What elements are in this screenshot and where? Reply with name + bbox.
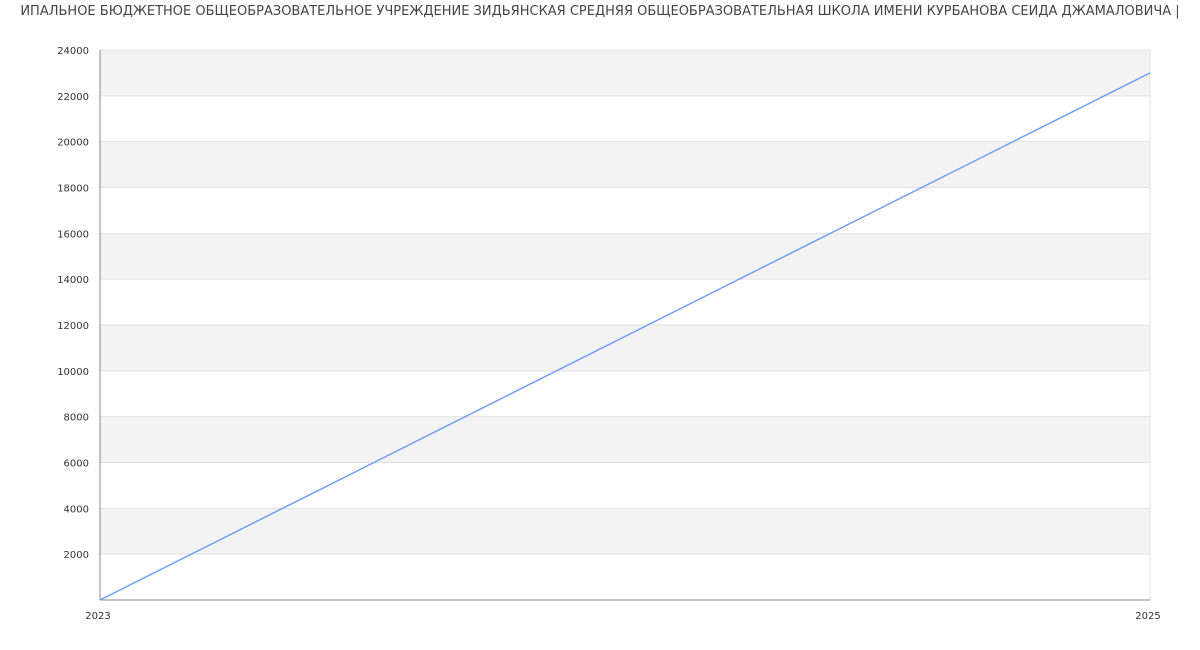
grid-band (100, 325, 1150, 371)
y-tick-label: 24000 (57, 46, 89, 57)
y-tick-label: 22000 (57, 92, 89, 103)
grid-band (100, 416, 1150, 463)
y-tick-label: 10000 (57, 367, 89, 378)
y-tick-label: 18000 (57, 184, 89, 195)
y-tick-label: 6000 (64, 459, 89, 470)
chart-title: ИПАЛЬНОЕ БЮДЖЕТНОЕ ОБЩЕОБРАЗОВАТЕЛЬНОЕ У… (20, 4, 1180, 19)
y-tick-label: 4000 (64, 504, 89, 515)
x-tick-label: 2023 (85, 611, 110, 622)
y-tick-label: 14000 (57, 275, 89, 286)
y-tick-label: 8000 (64, 413, 89, 424)
series-line (99, 72, 1151, 601)
y-tick-label: 2000 (64, 550, 89, 561)
y-tick-label: 16000 (57, 229, 89, 240)
grid-band (100, 233, 1150, 280)
y-tick-label: 12000 (57, 321, 89, 332)
y-tick-label: 20000 (57, 138, 89, 149)
x-tick-label: 2025 (1135, 611, 1160, 622)
grid-band (100, 508, 1150, 555)
grid-band (100, 141, 1150, 188)
grid-band (100, 50, 1150, 96)
